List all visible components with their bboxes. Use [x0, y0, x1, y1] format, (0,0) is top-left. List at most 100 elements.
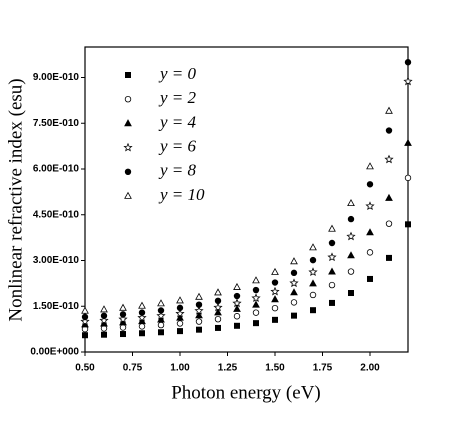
data-point: [289, 278, 299, 288]
data-point: [214, 288, 222, 296]
y-tick-label: 3.00E-010: [33, 255, 80, 266]
legend-label: y = 6: [158, 137, 197, 156]
data-point: [366, 228, 374, 236]
legend-label: y = 8: [158, 161, 197, 180]
x-tick-label: 0.50: [75, 363, 95, 374]
data-point: [347, 251, 355, 259]
data-point: [404, 174, 412, 182]
data-point: [252, 276, 260, 284]
y-axis-label: Nonlinear refractive index (esu): [5, 78, 26, 321]
data-point: [347, 268, 355, 275]
x-tick-label: 2.00: [360, 363, 380, 374]
data-point: [214, 324, 221, 331]
data-point: [99, 315, 109, 325]
data-point: [404, 59, 412, 66]
data-point: [176, 320, 184, 327]
data-point: [214, 297, 222, 305]
data-point: [385, 106, 393, 114]
data-point: [290, 269, 298, 277]
x-tick-label: 1.75: [313, 363, 333, 374]
data-point: [119, 303, 127, 311]
data-point: [290, 288, 298, 296]
data-point: [195, 318, 203, 325]
data-point: [290, 299, 298, 306]
data-point: [328, 299, 335, 306]
data-point: [347, 215, 355, 223]
data-point: [233, 282, 241, 290]
data-point: [233, 292, 241, 300]
data-point: [233, 322, 240, 329]
legend-marker: [124, 191, 132, 199]
data-point: [176, 296, 184, 304]
data-point: [290, 257, 298, 265]
data-point: [328, 224, 336, 232]
data-point: [157, 307, 165, 314]
data-point: [137, 312, 147, 322]
legend-label: y = 0: [158, 64, 197, 83]
data-point: [138, 323, 146, 330]
data-point: [385, 193, 393, 201]
data-point: [157, 299, 165, 307]
legend-label: y = 10: [158, 185, 205, 204]
legend-marker: [124, 119, 132, 127]
data-point: [195, 301, 203, 308]
data-point: [119, 324, 127, 331]
data-point: [120, 331, 127, 338]
data-point: [156, 311, 166, 320]
data-point: [176, 304, 184, 312]
data-point: [403, 76, 413, 86]
data-point: [138, 330, 145, 337]
data-point: [100, 312, 108, 319]
data-point: [365, 201, 375, 211]
data-point: [309, 291, 317, 299]
data-point: [176, 328, 183, 335]
data-point: [81, 306, 89, 314]
data-point: [252, 320, 259, 327]
x-axis-label: Photon energy (eV): [171, 382, 321, 403]
data-point: [81, 313, 89, 321]
data-point: [214, 308, 222, 316]
data-point: [213, 302, 223, 312]
data-point: [328, 281, 336, 289]
y-tick-label: 0.00E+000: [30, 347, 79, 358]
data-point: [347, 290, 354, 297]
x-tick-label: 1.00: [170, 363, 190, 374]
data-point: [328, 267, 336, 275]
y-tick-label: 6.00E-010: [33, 164, 80, 175]
data-point: [271, 316, 278, 323]
data-point: [195, 311, 203, 319]
data-point: [270, 286, 280, 296]
data-point: [385, 254, 392, 261]
data-point: [119, 311, 127, 318]
y-tick-label: 9.00E-010: [33, 72, 80, 83]
data-point: [271, 295, 279, 303]
data-point: [233, 304, 241, 312]
data-point: [309, 256, 317, 264]
data-point: [195, 326, 202, 333]
legend-marker: [125, 72, 132, 79]
data-point: [100, 305, 108, 313]
data-point: [366, 162, 374, 170]
data-point: [308, 267, 318, 277]
data-point: [233, 313, 241, 320]
data-point: [366, 249, 374, 256]
data-point: [195, 292, 203, 300]
data-point: [328, 239, 336, 247]
data-point: [194, 306, 204, 315]
data-point: [252, 286, 260, 294]
x-tick-label: 0.75: [123, 363, 143, 374]
data-point: [366, 181, 374, 188]
data-point: [157, 315, 165, 323]
data-point: [309, 279, 317, 287]
data-point: [271, 279, 279, 286]
data-point: [232, 298, 242, 308]
data-point: [309, 307, 316, 314]
plot-frame: [84, 46, 409, 353]
data-point: [366, 275, 373, 282]
data-point: [138, 301, 146, 309]
data-point: [271, 267, 279, 275]
data-point: [404, 221, 411, 228]
data-point: [290, 312, 297, 319]
data-point: [80, 316, 90, 326]
